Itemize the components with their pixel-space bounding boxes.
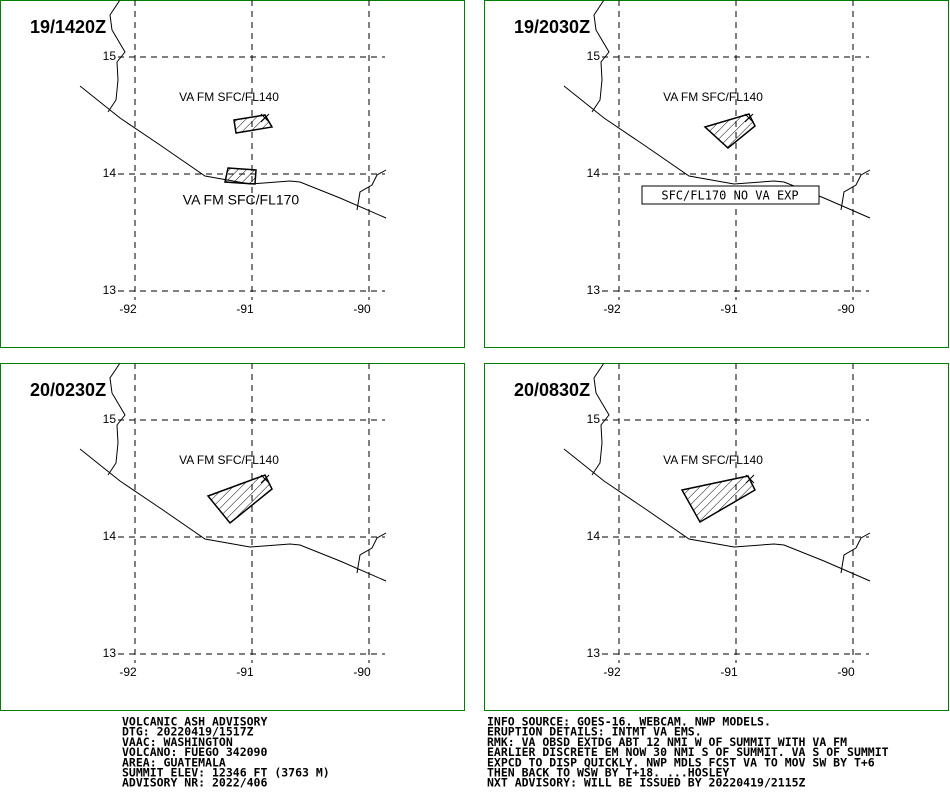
valid-time: 20/0830Z [514, 380, 590, 400]
advisory-line: EXPCD TO DISP QUICKLY. NWP MDLS FCST VA … [487, 755, 875, 769]
panel-border [0, 0, 465, 348]
lat-label: 14 [587, 529, 601, 543]
advisory-line: AREA: GUATEMALA [122, 755, 226, 769]
volcano [260, 113, 270, 123]
valid-time: 20/0230Z [30, 380, 106, 400]
lon-label: -91 [720, 665, 738, 679]
ash-label: VA FM SFC/FL140 [179, 453, 279, 467]
map-panel: -92 -91 -90 15 14 13 19/2030Z VA FM SFC/FL140 SF… [484, 0, 949, 348]
lon-label: -91 [236, 302, 254, 316]
advisory-line: INFO SOURCE: GOES-16. WEBCAM. NWP MODELS… [487, 715, 771, 729]
valid-time: 19/2030Z [514, 17, 590, 37]
border [840, 532, 871, 574]
map-panel: -92 -91 -90 15 14 13 19/1420Z VA FM SFC/FL140 VA… [0, 0, 465, 348]
lat-label: 14 [103, 166, 117, 180]
label-box [641, 185, 820, 205]
map-panel: -92 -91 -90 15 14 13 20/0230Z VA FM SFC/FL140 [0, 362, 465, 711]
lon-label: -90 [353, 302, 371, 316]
border [591, 362, 610, 476]
advisory-line: ERUPTION DETAILS: INTMT VA EMS. [487, 725, 702, 739]
advisory-line: VOLCANIC ASH ADVISORY [122, 715, 267, 729]
lat-label: 13 [587, 283, 601, 297]
ash-area [233, 114, 274, 134]
lat-label: 14 [587, 166, 601, 180]
lat-label: 15 [103, 412, 117, 426]
volcano [744, 113, 754, 123]
advisory-line: ADVISORY NR: 2022/406 [122, 776, 267, 790]
lon-label: -92 [119, 302, 137, 316]
lon-label: -90 [837, 665, 855, 679]
advisory-line: VOLCANO: FUEGO 342090 [122, 745, 267, 759]
ash-label: VA FM SFC/FL140 [179, 90, 279, 104]
advisory-line: VAAC: WASHINGTON [122, 735, 233, 749]
border [840, 169, 871, 211]
lon-label: -91 [236, 665, 254, 679]
advisory-line: EARLIER DISCRETE EM NOW 30 NMI S OF SUMM… [487, 745, 889, 759]
border [356, 532, 387, 574]
panel-border [484, 363, 949, 711]
panel-border [0, 363, 465, 711]
border [107, 362, 126, 476]
panel-border [484, 0, 949, 348]
lon-label: -91 [720, 302, 738, 316]
coastline [79, 448, 387, 582]
advisory-line: RMK: VA OBSD EXTDG ABT 12 NMI W OF SUMMI… [487, 735, 847, 749]
advisory-line: NXT ADVISORY: WILL BE ISSUED BY 20220419… [487, 776, 806, 790]
volcano [260, 474, 270, 484]
border [591, 0, 610, 113]
volcano [745, 474, 755, 484]
ash-area [206, 474, 273, 525]
ash-area [703, 113, 756, 149]
ash-area [680, 475, 756, 524]
lat-label: 14 [103, 529, 117, 543]
valid-time: 19/1420Z [30, 17, 106, 37]
lat-label: 13 [103, 283, 117, 297]
lon-label: -92 [119, 665, 137, 679]
lat-label: 13 [103, 646, 117, 660]
coastline [563, 448, 871, 582]
lat-label: 15 [587, 49, 601, 63]
ash-label: SFC/FL170 NO VA EXP [661, 189, 798, 203]
ash-label: VA FM SFC/FL140 [663, 453, 763, 467]
advisory-line: THEN BACK TO WSW BY T+18. ...HOSLEY [487, 766, 729, 780]
lat-label: 15 [587, 412, 601, 426]
lon-label: -90 [837, 302, 855, 316]
lon-label: -90 [353, 665, 371, 679]
ash-label: VA FM SFC/FL170 [183, 192, 300, 208]
lat-label: 13 [587, 646, 601, 660]
lon-label: -92 [603, 302, 621, 316]
advisory-line: SUMMIT ELEV: 12346 FT (3763 M) [122, 766, 330, 780]
border [356, 169, 387, 211]
border [107, 0, 126, 113]
advisory-line: DTG: 20220419/1517Z [122, 725, 254, 739]
ash-area [224, 167, 257, 185]
lon-label: -92 [603, 665, 621, 679]
ash-label: VA FM SFC/FL140 [663, 90, 763, 104]
lat-label: 15 [103, 49, 117, 63]
map-panel: -92 -91 -90 15 14 13 20/0830Z VA FM SFC/FL140 [484, 362, 949, 711]
